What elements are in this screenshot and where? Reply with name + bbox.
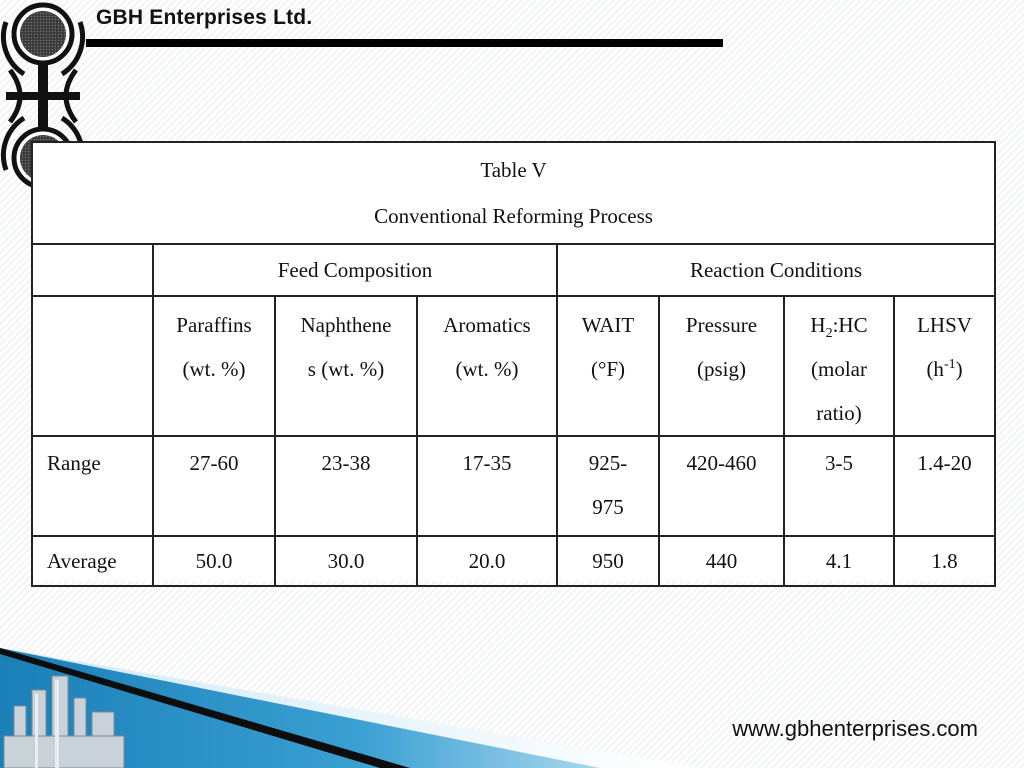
average-lhsv: 1.8: [892, 535, 997, 587]
header-paraffins-name: Paraffins: [176, 313, 252, 337]
header-lhsv-unit: (h-1): [926, 357, 963, 381]
average-naphthenes: 30.0: [274, 535, 418, 587]
caption-row: Table V Conventional Reforming Process: [30, 141, 997, 245]
table-title: Table V: [480, 158, 547, 182]
group-feed-composition: Feed Composition: [152, 243, 558, 297]
row-label-average: Average: [31, 535, 154, 587]
range-wait-line1: 925-: [588, 451, 628, 475]
range-h2hc: 3-5: [783, 435, 895, 537]
header-pressure: Pressure (psig): [658, 295, 785, 437]
table-row: Range 27-60 23-38 17-35 925- 975 420-460…: [31, 435, 997, 537]
empty-label-header: [31, 295, 154, 437]
header-wait-unit: (°F): [590, 357, 626, 381]
header-h2hc: H2:HC (molar ratio): [783, 295, 895, 437]
header-pressure-name: Pressure: [685, 313, 758, 337]
table-row: Average 50.0 30.0 20.0 950 440 4.1 1.8: [31, 535, 997, 587]
reforming-process-table: Table V Conventional Reforming Process F…: [30, 141, 997, 587]
table-caption-cell: Table V Conventional Reforming Process: [30, 141, 997, 245]
group-reaction-conditions: Reaction Conditions: [555, 243, 997, 297]
row-label-range: Range: [31, 435, 154, 537]
header-h2hc-unit-line2: ratio): [816, 401, 862, 425]
range-paraffins: 27-60: [152, 435, 276, 537]
average-h2hc: 4.1: [783, 535, 895, 587]
header-h2hc-name: H2:HC: [810, 313, 868, 342]
range-wait: 925- 975: [556, 435, 660, 537]
range-aromatics: 17-35: [416, 435, 558, 537]
header-aromatics-unit: (wt. %): [455, 357, 519, 381]
header-lhsv: LHSV (h-1): [892, 295, 997, 437]
average-paraffins: 50.0: [152, 535, 276, 587]
website-url: www.gbhenterprises.com: [732, 716, 978, 741]
range-lhsv: 1.4-20: [892, 435, 997, 537]
header-h2hc-unit-line1: (molar: [811, 357, 867, 381]
average-pressure: 440: [658, 535, 785, 587]
title-underline: [86, 39, 723, 47]
range-naphthenes: 23-38: [274, 435, 418, 537]
header-paraffins-unit: (wt. %): [182, 357, 246, 381]
header-wait: WAIT (°F): [556, 295, 660, 437]
empty-corner-cell: [31, 243, 154, 297]
table-subtitle: Conventional Reforming Process: [374, 204, 653, 228]
range-wait-line2: 975: [592, 495, 624, 519]
header-paraffins: Paraffins (wt. %): [152, 295, 276, 437]
average-aromatics: 20.0: [416, 535, 558, 587]
header-aromatics-name: Aromatics: [443, 313, 531, 337]
header-wait-name: WAIT: [581, 313, 635, 337]
header-naphthenes: Naphthene s (wt. %): [274, 295, 418, 437]
group-header-row: Feed Composition Reaction Conditions: [31, 243, 997, 297]
header-aromatics: Aromatics (wt. %): [416, 295, 558, 437]
data-table-container: Table V Conventional Reforming Process F…: [30, 141, 997, 587]
header-pressure-unit: (psig): [697, 357, 746, 381]
company-name: GBH Enterprises Ltd.: [96, 6, 313, 29]
header-lhsv-name: LHSV: [917, 313, 972, 337]
average-wait: 950: [556, 535, 660, 587]
range-pressure: 420-460: [658, 435, 785, 537]
header-naphthenes-unit: s (wt. %): [307, 357, 385, 381]
refinery-footer-graphic: [0, 648, 700, 768]
column-header-row: Paraffins (wt. %) Naphthene s (wt. %) Ar…: [31, 295, 997, 437]
header-naphthenes-name: Naphthene: [300, 313, 392, 337]
